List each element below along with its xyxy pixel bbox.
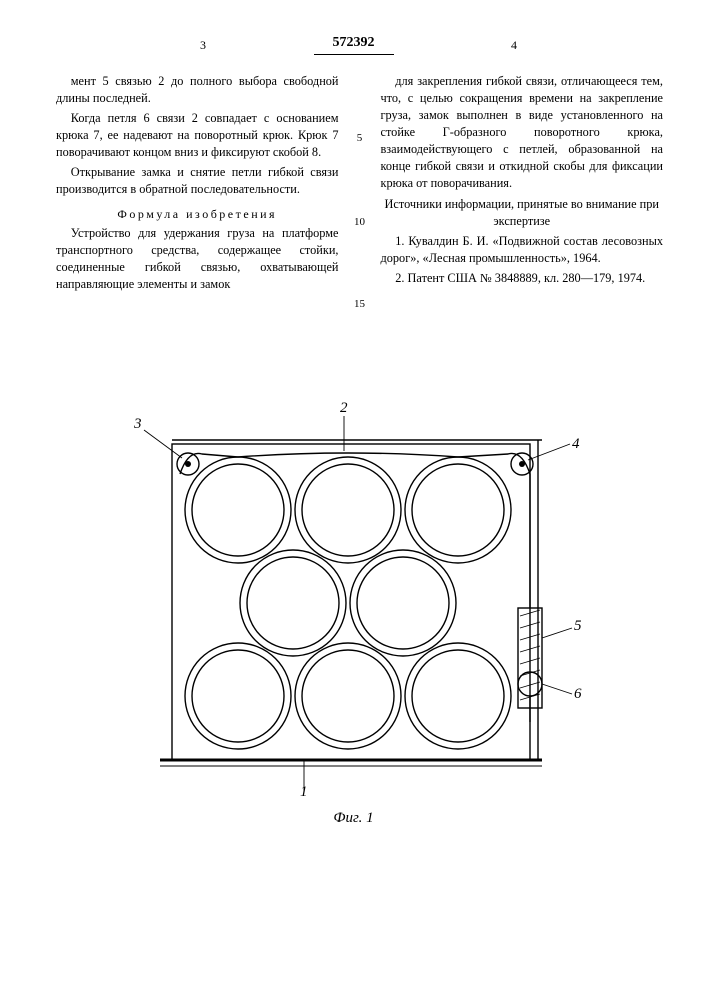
para: для закрепления гибкой связи, отличающее… [381, 73, 664, 192]
patent-number: 572392 [333, 35, 375, 50]
para: Открывание замка и снятие петли гибкой с… [56, 164, 339, 198]
line-num: 10 [354, 215, 365, 230]
svg-text:5: 5 [574, 618, 582, 634]
svg-text:4: 4 [572, 436, 580, 452]
para: 2. Патент США № 3848889, кл. 280—179, 19… [381, 270, 664, 287]
figure-svg: 2 3 4 5 6 1 [114, 398, 594, 798]
right-column: для закрепления гибкой связи, отличающее… [381, 73, 664, 296]
svg-text:6: 6 [574, 686, 582, 702]
line-number-gutter: 5 10 15 [349, 73, 371, 296]
formula-heading: Формула изобретения [56, 206, 339, 223]
para: Когда петля 6 связи 2 совпадает с основа… [56, 110, 339, 161]
line-num: 5 [357, 131, 363, 146]
svg-text:3: 3 [133, 416, 142, 432]
figure-caption: Фиг. 1 [0, 810, 707, 827]
col-number-right: 4 [511, 37, 517, 54]
para: Устройство для удержания груза на платфо… [56, 225, 339, 293]
sources-heading: Источники информации, принятые во вниман… [381, 196, 664, 230]
col-number-left: 3 [200, 37, 206, 54]
figure-1: 2 3 4 5 6 1 [0, 398, 707, 798]
svg-text:2: 2 [340, 400, 348, 416]
para: мент 5 связью 2 до полного выбора свобод… [56, 73, 339, 107]
line-num: 15 [354, 297, 365, 312]
svg-text:1: 1 [300, 784, 308, 798]
para: 1. Кувалдин Б. И. «Подвижной состав лесо… [381, 233, 664, 267]
text-columns: 3 4 мент 5 связью 2 до полного выбора св… [0, 55, 707, 296]
left-column: мент 5 связью 2 до полного выбора свобод… [56, 73, 339, 296]
